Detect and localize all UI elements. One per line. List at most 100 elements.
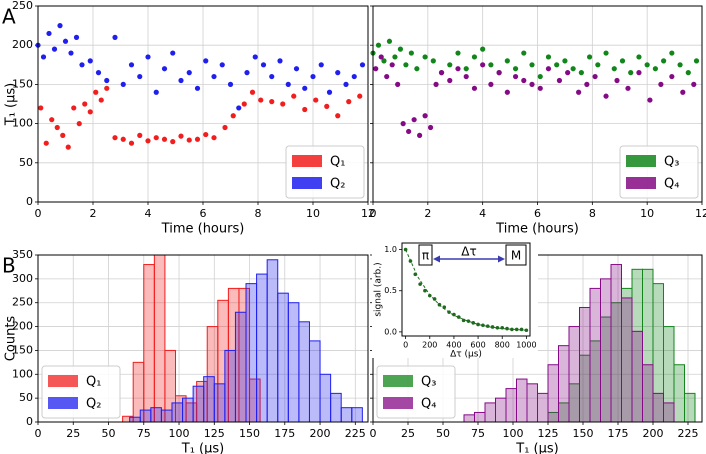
- axes-frame: [372, 5, 703, 203]
- scatter-point: [565, 70, 571, 76]
- x-tick-label: 1000: [516, 341, 536, 350]
- y-axis-label: Counts: [4, 316, 19, 362]
- scatter-point: [153, 135, 159, 141]
- histogram-bar: [143, 264, 155, 423]
- y-tick-label: 50: [19, 156, 33, 169]
- scatter-point: [357, 93, 363, 99]
- x-tick-label: 50: [436, 427, 450, 440]
- histogram-bar: [351, 407, 363, 423]
- scatter-point: [71, 105, 77, 111]
- scatter-point: [302, 85, 308, 91]
- legend-swatch: [292, 155, 322, 167]
- y-axis-label: signal (arb.): [374, 262, 384, 316]
- scatter-point: [471, 85, 478, 91]
- histogram-bar: [129, 416, 141, 423]
- histogram-bar: [600, 278, 612, 423]
- scatter-point: [227, 81, 234, 87]
- scatter-point: [230, 113, 236, 119]
- x-tick-label: 4: [145, 207, 152, 220]
- scatter-point: [128, 62, 135, 68]
- scatter-point: [384, 73, 390, 80]
- data-point: [442, 305, 447, 309]
- x-tick-label: 125: [204, 427, 225, 440]
- x-tick-label: 10: [640, 207, 654, 220]
- scatter-point: [137, 73, 143, 80]
- histogram-bar: [139, 409, 152, 423]
- scatter-point: [178, 133, 184, 139]
- x-axis-label: T₁ (μs): [515, 442, 558, 454]
- histogram-bar: [484, 402, 496, 423]
- scatter-point: [422, 54, 428, 60]
- histogram-bar: [266, 259, 279, 423]
- legend-label: Q₁: [330, 155, 345, 170]
- scatter-point: [335, 70, 341, 76]
- scatter-point: [343, 81, 349, 87]
- scatter-point: [669, 73, 675, 80]
- histogram-bar: [245, 283, 258, 423]
- x-tick-label: 200: [422, 341, 437, 350]
- legend-label: Q₂: [86, 397, 101, 412]
- x-tick-label: 75: [137, 427, 151, 440]
- scatter-point: [79, 62, 85, 68]
- legend-box: [619, 145, 699, 199]
- legend-label: Q₃: [421, 375, 436, 390]
- scatter-point: [403, 62, 409, 68]
- scatter-point: [313, 97, 319, 103]
- scatter-point: [417, 132, 423, 138]
- scatter-point: [194, 136, 201, 142]
- scatter-point: [51, 46, 58, 52]
- scatter-point: [658, 81, 664, 87]
- data-point: [481, 323, 485, 328]
- scatter-point: [76, 121, 82, 127]
- x-tick-label: 150: [573, 427, 594, 440]
- scatter-point: [576, 89, 582, 95]
- data-point: [495, 325, 500, 330]
- data-point: [427, 293, 432, 298]
- data-point: [461, 318, 466, 323]
- scatter-point: [186, 70, 192, 76]
- scatter-point: [677, 62, 683, 68]
- scatter-point: [603, 50, 609, 56]
- x-tick-label: 225: [678, 427, 699, 440]
- legend-label: Q₁: [86, 375, 101, 390]
- legend-swatch: [626, 177, 656, 189]
- legend-label: Q₄: [664, 177, 679, 192]
- y-tick-label: 1.0: [384, 245, 397, 254]
- scatter-point: [54, 124, 60, 131]
- scatter-point: [260, 62, 267, 68]
- x-tick-label: 25: [66, 427, 80, 440]
- x-tick-label: 12: [695, 207, 706, 220]
- x-tick-label: 150: [239, 427, 260, 440]
- data-point: [471, 321, 476, 325]
- scatter-point: [636, 70, 642, 76]
- scatter-point: [219, 62, 225, 68]
- scatter-point: [194, 85, 201, 91]
- scatter-point: [373, 66, 379, 72]
- scatter-point: [38, 105, 44, 111]
- y-tick-label: 350: [12, 248, 33, 261]
- y-tick-label: 0: [26, 195, 33, 208]
- y-tick-label: 100: [12, 367, 33, 380]
- scatter-point: [504, 89, 510, 95]
- x-axis-label: Δτ (μs): [450, 350, 482, 360]
- scatter-point: [112, 135, 118, 141]
- y-tick-label: 150: [12, 77, 33, 90]
- axes-frame: [37, 5, 369, 203]
- x-tick-label: 8: [255, 207, 262, 220]
- scatter-point: [592, 73, 598, 80]
- scatter-point: [112, 34, 118, 40]
- data-point: [514, 327, 519, 332]
- scatter-point: [258, 97, 264, 103]
- pulse-label: π: [422, 249, 429, 263]
- histogram-bar: [652, 392, 664, 423]
- scatter-point: [411, 117, 417, 123]
- scatter-point: [488, 81, 494, 87]
- histogram-bar: [256, 273, 268, 423]
- histogram-bar: [610, 264, 622, 423]
- histogram-bar: [568, 326, 580, 423]
- scatter-point: [447, 62, 453, 68]
- scatter-point: [455, 66, 461, 72]
- scatter-point: [455, 50, 461, 56]
- x-tick-label: 25: [401, 427, 415, 440]
- data-point: [413, 272, 418, 277]
